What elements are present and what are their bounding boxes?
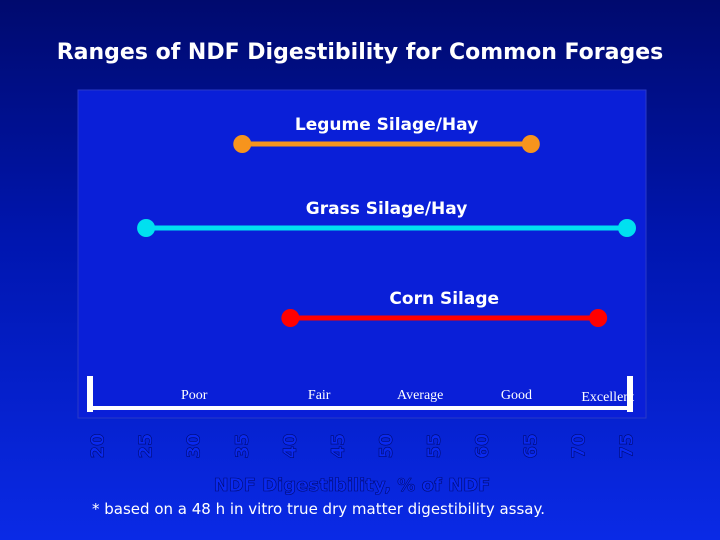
range-max-point xyxy=(618,219,636,237)
x-tick-label: 40 xyxy=(280,433,301,458)
x-tick-label: 55 xyxy=(424,433,445,458)
x-tick-label: 50 xyxy=(376,433,397,458)
x-tick-label: 65 xyxy=(520,433,541,458)
quality-label: Fair xyxy=(308,388,331,403)
x-tick-label: 20 xyxy=(88,433,109,458)
range-min-point xyxy=(137,219,156,237)
x-tick-label: 25 xyxy=(136,433,157,458)
x-tick-label: 45 xyxy=(328,433,349,458)
series-label: Grass Silage/Hay xyxy=(306,199,468,219)
x-tick-label: 60 xyxy=(472,433,493,458)
quality-label: Poor xyxy=(181,388,208,403)
gauge-left-cap xyxy=(87,376,93,412)
footnote: * based on a 48 h in vitro true dry matt… xyxy=(92,500,545,518)
gauge-right-cap xyxy=(627,376,633,412)
series-label: Corn Silage xyxy=(389,289,499,309)
quality-label: Average xyxy=(397,388,443,403)
range-min-point xyxy=(233,135,252,153)
range-max-point xyxy=(521,135,540,153)
series-label: Legume Silage/Hay xyxy=(295,115,478,135)
x-tick-label: 75 xyxy=(617,433,638,458)
quality-label: Good xyxy=(501,388,532,403)
chart-title: Ranges of NDF Digestibility for Common F… xyxy=(56,40,664,65)
x-tick-label: 70 xyxy=(568,433,589,458)
plot-area xyxy=(77,89,647,419)
x-axis-label: NDF Digestibility, % of NDF xyxy=(214,475,491,496)
range-max-point xyxy=(589,309,608,327)
quality-label: Excellent xyxy=(581,390,634,405)
range-min-point xyxy=(281,309,300,327)
x-tick-label: 35 xyxy=(232,433,253,458)
x-tick-label: 30 xyxy=(184,433,205,458)
